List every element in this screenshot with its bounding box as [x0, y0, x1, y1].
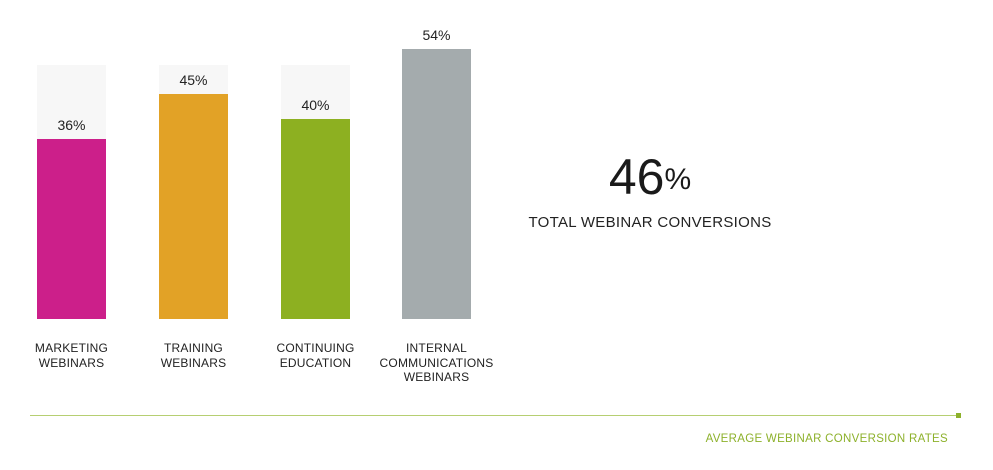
total-conversion-caption: TOTAL WEBINAR CONVERSIONS	[528, 214, 772, 231]
footer-title: AVERAGE WEBINAR CONVERSION RATES	[705, 433, 948, 445]
total-conversion-value: 46%	[500, 150, 800, 204]
bar-continuing-education	[281, 119, 350, 319]
footer-divider-endpoint	[956, 413, 961, 418]
bar-marketing-webinars	[37, 139, 106, 319]
bar-value-label-internal-communications-webinars: 54%	[422, 27, 450, 43]
bar-internal-communications-webinars	[402, 49, 471, 319]
bar-value-label-marketing-webinars: 36%	[57, 117, 85, 133]
summary-block: 46% TOTAL WEBINAR CONVERSIONS	[500, 150, 800, 231]
footer-divider	[30, 415, 958, 416]
category-label-training-webinars: TRAINING WEBINARS	[160, 341, 227, 370]
bar-value-label-training-webinars: 45%	[179, 72, 207, 88]
category-label-internal-communications-webinars: INTERNAL COMMUNICATIONS WEBINARS	[379, 341, 494, 384]
total-value-number: 46	[608, 149, 665, 205]
category-label-marketing-webinars: MARKETING WEBINARS	[34, 341, 109, 370]
bar-training-webinars	[159, 94, 228, 319]
total-value-unit: %	[664, 163, 692, 196]
category-label-continuing-education: CONTINUING EDUCATION	[276, 341, 355, 370]
bar-value-label-continuing-education: 40%	[301, 97, 329, 113]
